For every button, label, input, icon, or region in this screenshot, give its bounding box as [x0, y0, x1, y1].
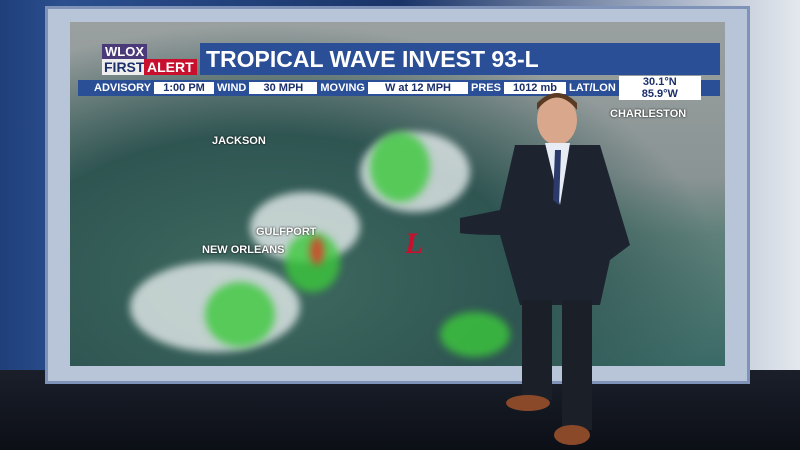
advisory-value: 1:00 PM: [154, 82, 215, 94]
city-label-charleston: CHARLESTON: [610, 108, 687, 120]
logo-wlox: WLOX: [102, 44, 147, 59]
page-title: TROPICAL WAVE INVEST 93-L: [200, 43, 720, 75]
rain-area: [205, 282, 275, 347]
logo-alert: ALERT: [144, 59, 197, 75]
weather-map: JACKSON CHARLESTON GULFPORT NEW ORLEANS …: [70, 22, 725, 366]
pressure-value: 1012 mb: [503, 82, 566, 94]
low-pressure-marker: L: [405, 227, 424, 260]
storm-cell: [310, 237, 324, 265]
wind-value: 30 MPH: [249, 82, 318, 94]
pressure-label: PRES: [471, 82, 501, 94]
advisory-info-bar: ADVISORY 1:00 PM WIND 30 MPH MOVING W at…: [78, 76, 720, 100]
rain-area: [440, 312, 510, 357]
latlon-value: 30.1°N 85.9°W: [618, 76, 701, 100]
advisory-label: ADVISORY: [94, 82, 152, 94]
city-label-new-orleans: NEW ORLEANS: [202, 244, 285, 256]
rain-area: [370, 132, 430, 202]
moving-value: W at 12 MPH: [368, 82, 468, 94]
presenter: [460, 93, 630, 445]
city-label-jackson: JACKSON: [212, 135, 266, 147]
station-logo: WLOX FIRST ALERT: [100, 44, 197, 76]
latlon-label: LAT/LON: [568, 82, 616, 94]
logo-first: FIRST: [102, 59, 147, 75]
city-label-gulfport: GULFPORT: [256, 226, 317, 238]
wind-label: WIND: [217, 82, 247, 94]
moving-label: MOVING: [320, 82, 365, 94]
